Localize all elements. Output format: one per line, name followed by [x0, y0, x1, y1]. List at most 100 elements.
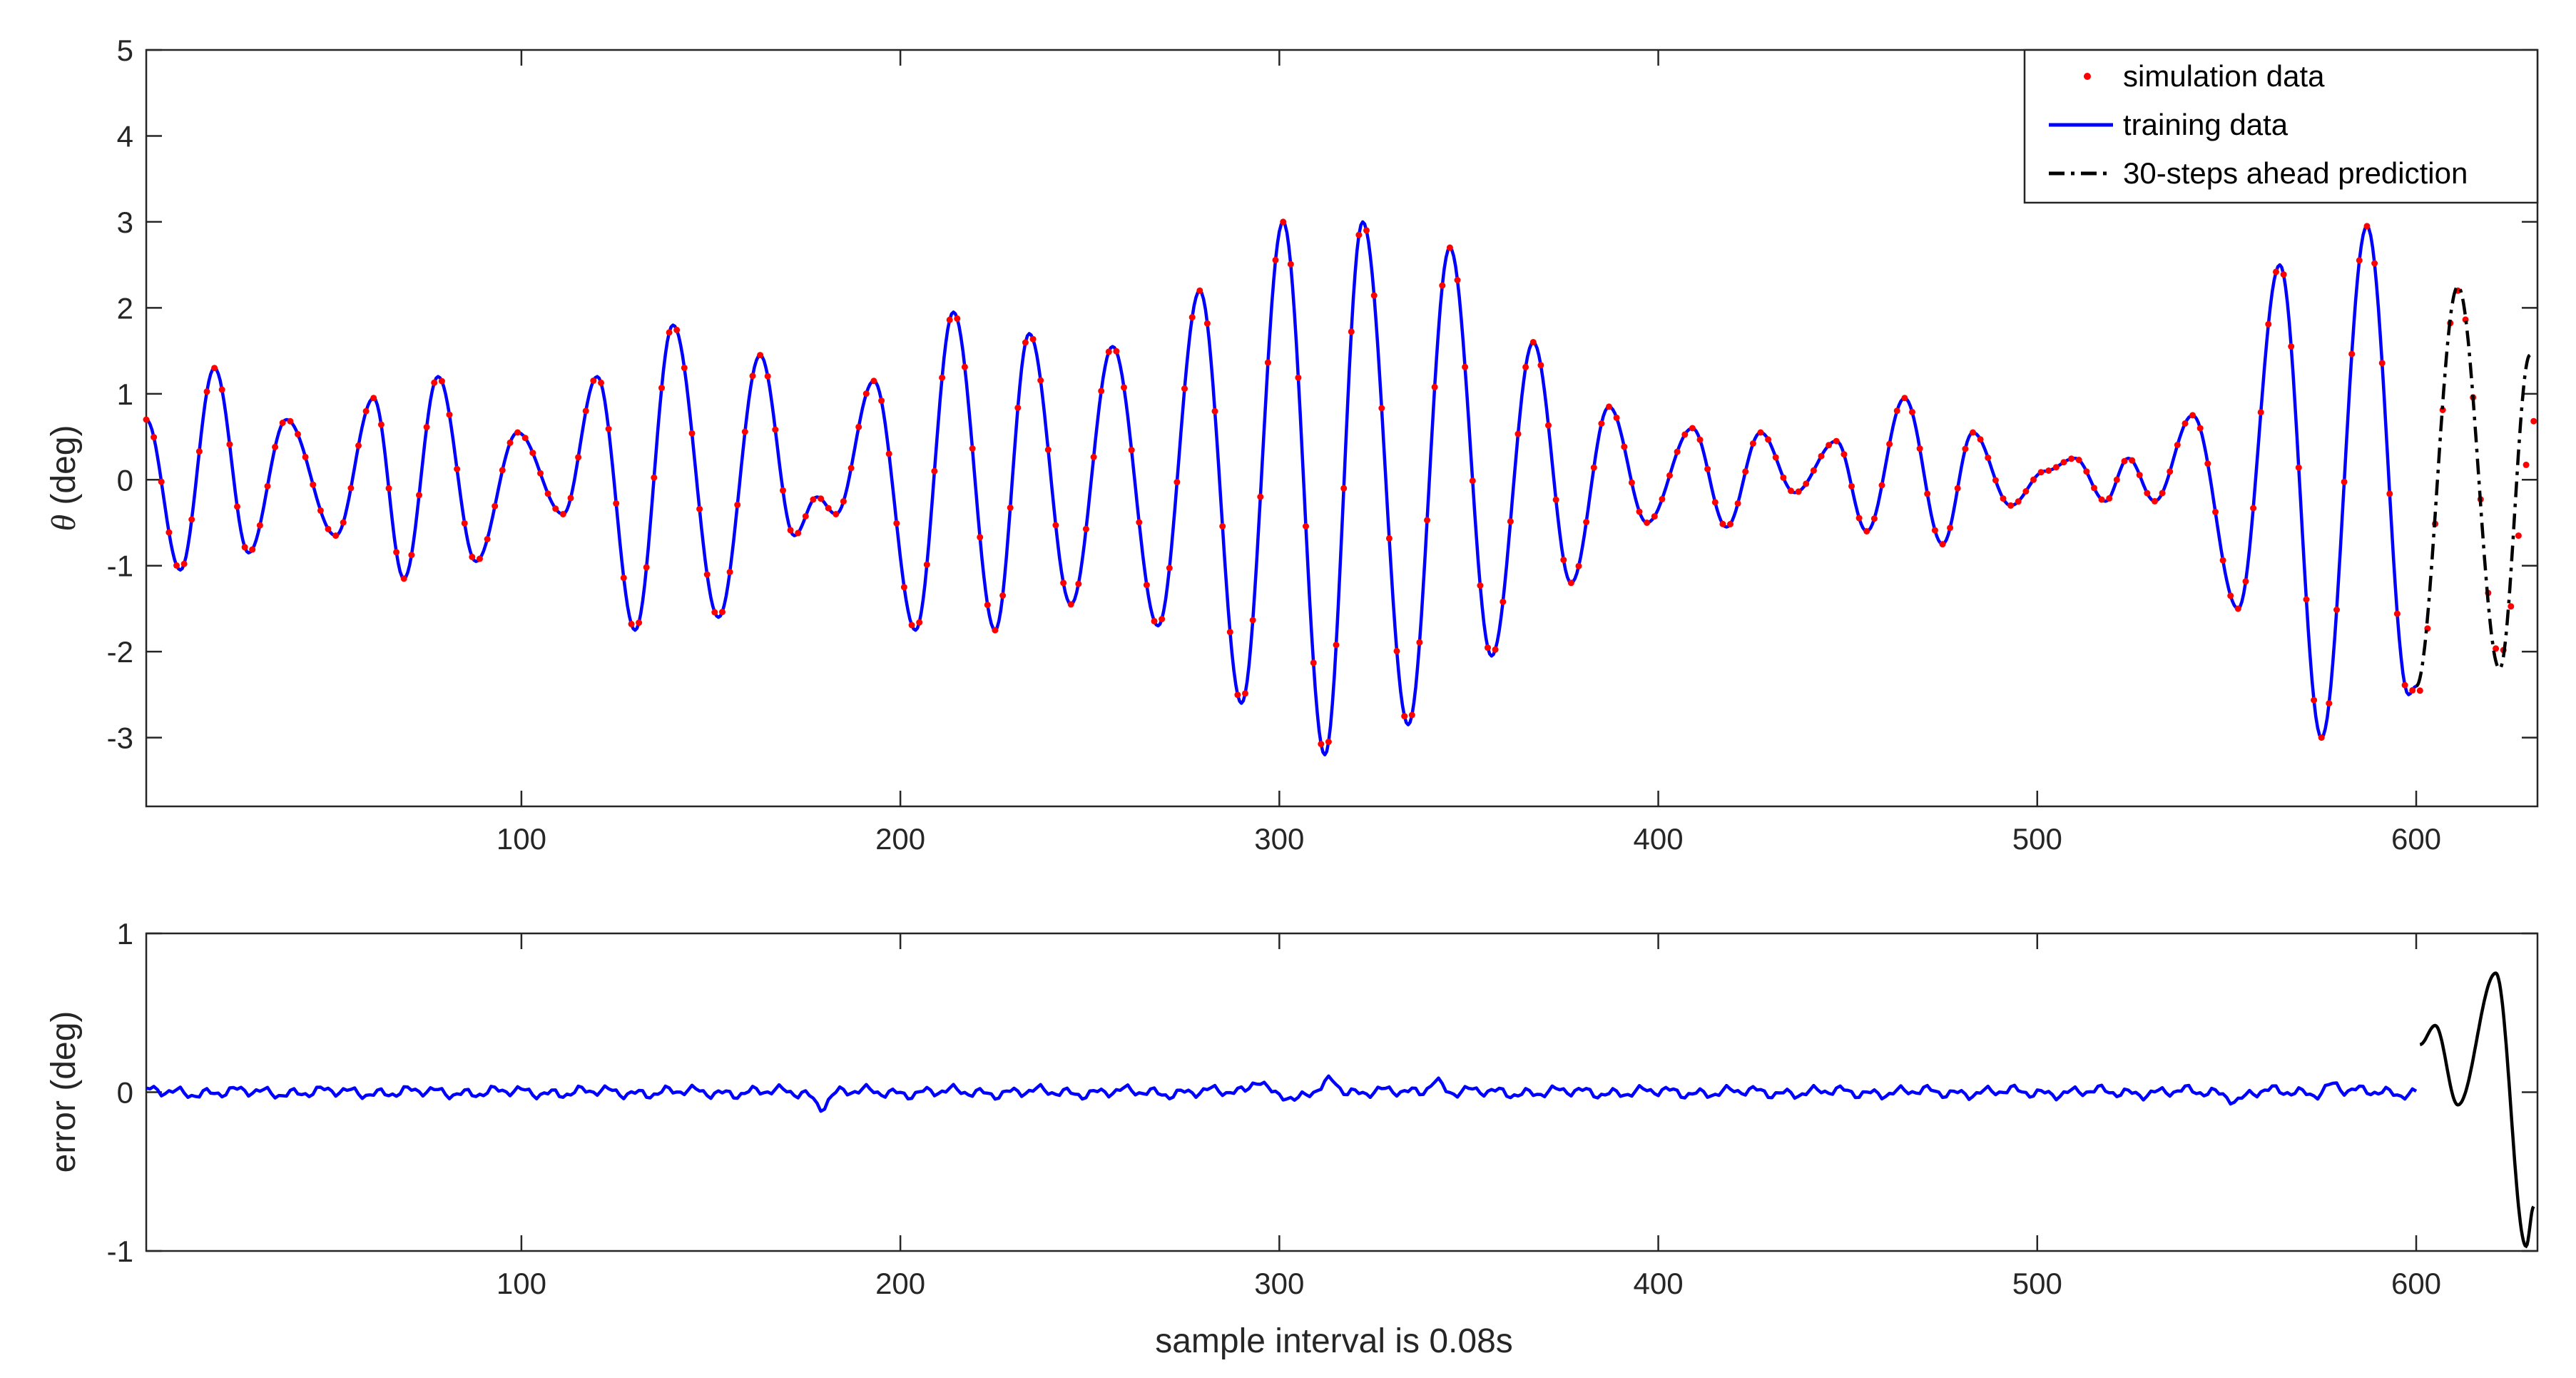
simulation-point	[764, 373, 771, 380]
simulation-point	[1704, 465, 1711, 472]
simulation-point	[1196, 287, 1203, 294]
simulation-point	[2356, 257, 2363, 264]
simulation-point	[1067, 601, 1074, 608]
simulation-point	[1485, 644, 1491, 652]
bottom-y-tick-label: -1	[107, 1235, 133, 1268]
simulation-point	[1136, 519, 1143, 526]
simulation-point	[2000, 495, 2007, 502]
simulation-point	[2212, 508, 2219, 515]
simulation-point	[454, 465, 461, 472]
simulation-point	[1363, 227, 1370, 234]
simulation-point	[1469, 477, 1476, 485]
simulation-point	[2242, 578, 2249, 585]
simulation-point	[1303, 523, 1309, 530]
simulation-point	[946, 316, 953, 323]
simulation-point	[2530, 417, 2537, 425]
simulation-point	[2311, 696, 2318, 704]
simulation-point	[2136, 472, 2143, 479]
simulation-point	[461, 520, 468, 527]
simulation-point	[1090, 454, 1097, 460]
bottom-x-axis-label: sample interval is 0.08s	[1155, 1322, 1513, 1360]
simulation-point	[2386, 490, 2393, 497]
simulation-point	[1151, 617, 1158, 624]
simulation-point	[1909, 408, 1915, 415]
simulation-point	[2129, 457, 2136, 464]
simulation-point	[2371, 260, 2378, 267]
simulation-point	[711, 609, 718, 616]
simulation-point	[499, 467, 506, 474]
simulation-point	[1765, 436, 1772, 443]
simulation-point	[1280, 218, 1287, 226]
simulation-point	[1772, 454, 1779, 461]
simulation-point	[1970, 429, 1976, 436]
simulation-point	[969, 445, 976, 452]
simulation-point	[666, 329, 673, 336]
simulation-point	[1044, 446, 1052, 453]
simulation-point	[1545, 422, 1552, 429]
bottom-x-tick-label: 200	[875, 1267, 925, 1300]
simulation-point	[862, 390, 870, 397]
top-x-tick-label: 600	[2391, 822, 2441, 856]
simulation-point	[1181, 385, 1188, 392]
simulation-point	[2045, 467, 2052, 474]
simulation-point	[1666, 472, 1673, 479]
simulation-point	[1264, 359, 1271, 366]
legend-label-simulation: simulation data	[2123, 59, 2325, 93]
simulation-point	[833, 511, 840, 517]
simulation-point	[1870, 515, 1878, 522]
simulation-point	[2401, 682, 2408, 689]
simulation-point	[1916, 445, 1923, 452]
simulation-point	[2152, 497, 2158, 505]
top-plot-area	[143, 218, 2537, 756]
simulation-point	[1166, 564, 1173, 572]
simulation-point	[416, 492, 422, 499]
simulation-point	[2174, 442, 2181, 448]
simulation-point	[377, 421, 385, 428]
simulation-point	[1333, 642, 1340, 649]
simulation-point	[719, 609, 726, 616]
simulation-point	[1780, 474, 1787, 481]
simulation-point	[2068, 455, 2075, 462]
simulation-point	[977, 534, 984, 541]
simulation-point	[256, 522, 263, 529]
top-x-tick-label: 500	[2012, 822, 2062, 856]
top-x-tick-label: 300	[1254, 822, 1304, 856]
top-x-tick-label: 400	[1634, 822, 1684, 856]
simulation-point	[1052, 522, 1059, 529]
simulation-point	[2409, 687, 2416, 694]
simulation-point	[1947, 525, 1954, 532]
bottom-y-ticks: -1 0 1	[107, 917, 2537, 1268]
simulation-point	[2167, 468, 2174, 475]
simulation-point	[818, 495, 825, 502]
simulation-point	[2227, 592, 2234, 599]
simulation-point	[1431, 383, 1438, 390]
top-y-tick-label: 3	[117, 206, 133, 239]
simulation-point	[780, 487, 786, 494]
simulation-point	[1992, 477, 1999, 484]
top-y-tick-label: -2	[107, 635, 133, 669]
simulation-point	[1841, 451, 1848, 458]
simulation-point	[605, 425, 612, 432]
simulation-point	[1143, 582, 1150, 589]
simulation-point	[1370, 292, 1378, 299]
simulation-point	[173, 562, 180, 569]
simulation-point	[795, 530, 802, 537]
simulation-point	[362, 407, 370, 415]
simulation-point	[2318, 734, 2325, 741]
simulation-point	[529, 450, 536, 457]
bottom-x-tick-label: 100	[497, 1267, 546, 1300]
simulation-point	[2363, 223, 2371, 230]
simulation-point	[1621, 443, 1628, 450]
simulation-point	[302, 453, 309, 460]
simulation-point	[1022, 339, 1029, 346]
top-y-tick-label: -3	[107, 721, 133, 755]
simulation-point	[2234, 605, 2241, 612]
simulation-point	[2341, 478, 2348, 485]
simulation-point	[1886, 440, 1893, 447]
simulation-point	[1416, 639, 1423, 646]
simulation-point	[2219, 557, 2226, 564]
simulation-point	[1575, 562, 1582, 569]
simulation-point	[1651, 513, 1658, 520]
simulation-point	[1439, 282, 1446, 289]
